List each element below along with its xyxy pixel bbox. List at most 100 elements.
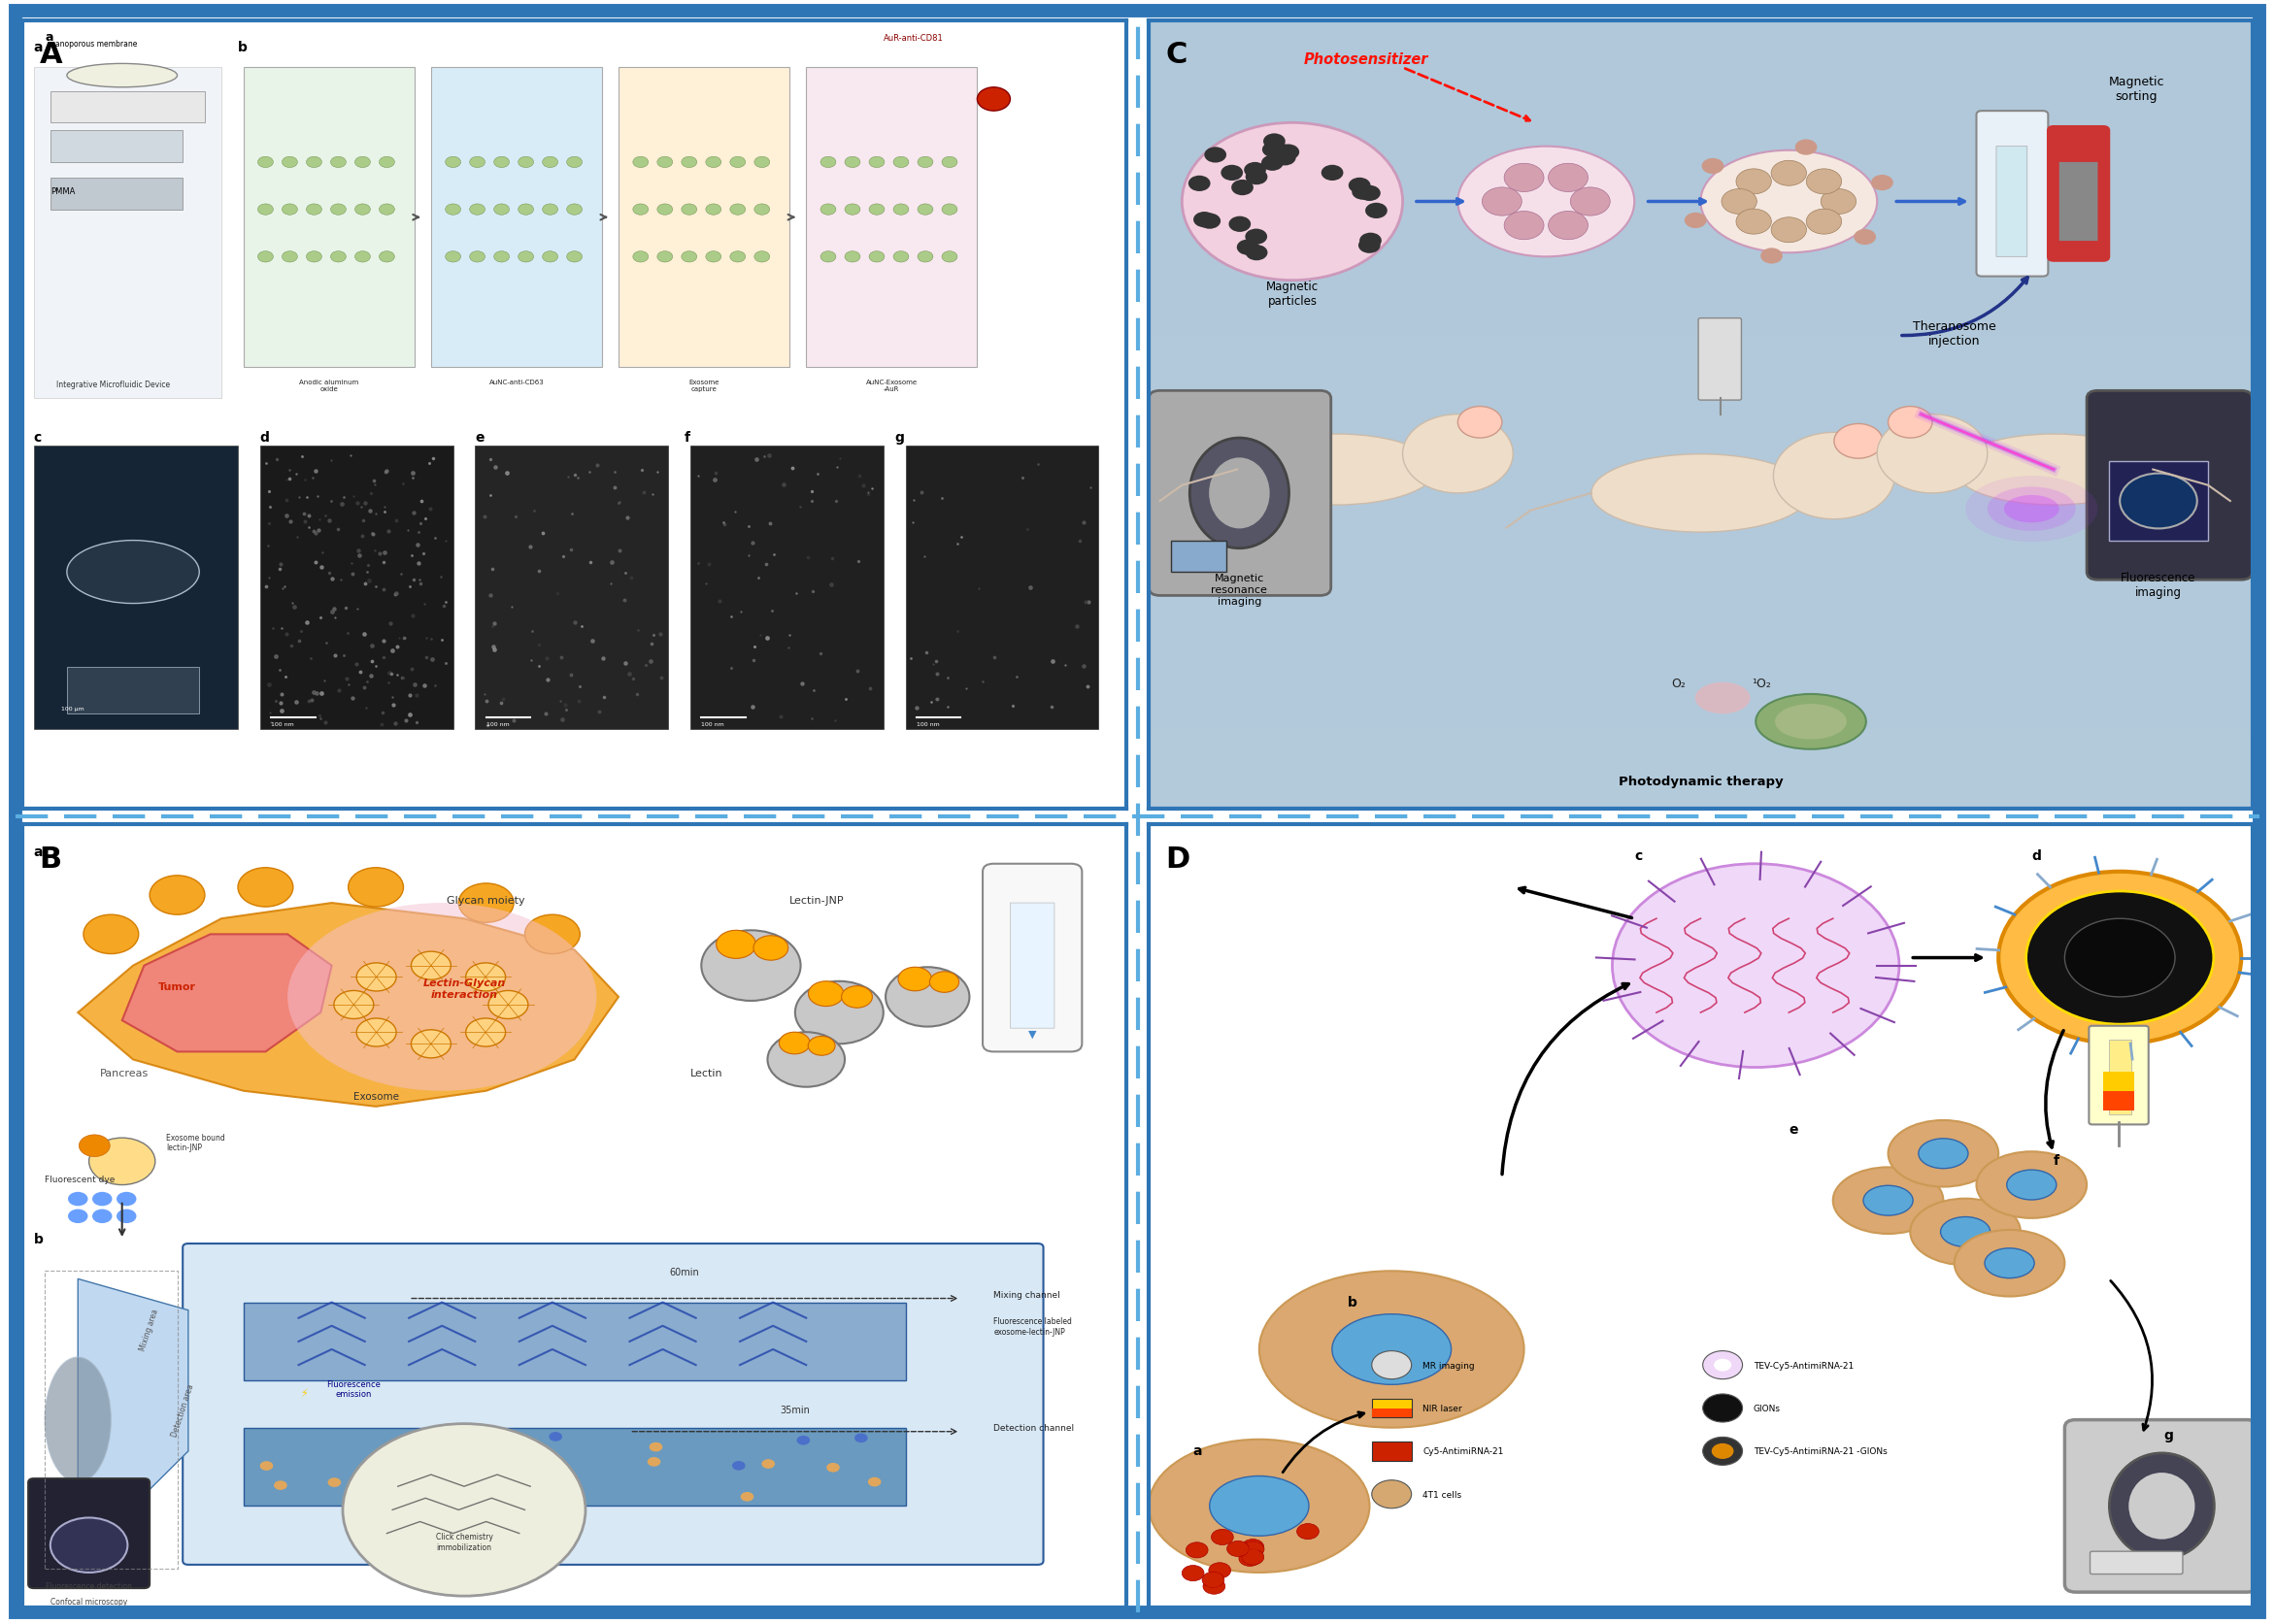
Text: Lectin: Lectin xyxy=(692,1067,723,1077)
Circle shape xyxy=(842,986,871,1009)
Circle shape xyxy=(1702,159,1724,175)
Circle shape xyxy=(239,869,293,908)
Circle shape xyxy=(1185,1543,1208,1557)
Bar xyxy=(1149,455,2252,494)
Circle shape xyxy=(1349,179,1370,193)
Ellipse shape xyxy=(1210,1476,1308,1536)
Circle shape xyxy=(282,158,298,169)
Text: 100 nm: 100 nm xyxy=(917,723,940,728)
Circle shape xyxy=(519,205,535,216)
Circle shape xyxy=(917,252,933,263)
FancyBboxPatch shape xyxy=(50,179,182,209)
FancyBboxPatch shape xyxy=(182,1244,1044,1564)
Text: B: B xyxy=(39,844,61,872)
Bar xyxy=(1149,414,2252,455)
Text: Magnetic
particles: Magnetic particles xyxy=(1265,281,1320,307)
Circle shape xyxy=(68,1210,89,1223)
Ellipse shape xyxy=(66,541,200,604)
Circle shape xyxy=(1504,213,1545,240)
FancyBboxPatch shape xyxy=(805,68,978,367)
Circle shape xyxy=(89,1138,155,1186)
Text: C: C xyxy=(1165,41,1188,68)
Text: d: d xyxy=(259,430,268,445)
FancyBboxPatch shape xyxy=(1699,318,1740,401)
Circle shape xyxy=(1238,240,1258,257)
Text: c: c xyxy=(34,430,41,445)
Text: Confocal microscopy: Confocal microscopy xyxy=(50,1596,127,1606)
Circle shape xyxy=(334,991,373,1020)
Circle shape xyxy=(794,981,883,1044)
Text: 100 nm: 100 nm xyxy=(271,723,293,728)
Bar xyxy=(1149,101,2252,140)
Circle shape xyxy=(68,1192,89,1207)
Circle shape xyxy=(1761,248,1784,265)
Circle shape xyxy=(755,205,769,216)
Text: Click chemistry
immobilization: Click chemistry immobilization xyxy=(435,1531,494,1551)
Bar xyxy=(1149,651,2252,690)
Circle shape xyxy=(526,914,580,955)
Text: Pancreas: Pancreas xyxy=(100,1067,148,1077)
Circle shape xyxy=(1358,187,1381,201)
Circle shape xyxy=(1504,164,1545,193)
Circle shape xyxy=(1226,1541,1249,1556)
Circle shape xyxy=(1208,1562,1231,1579)
Text: TEV-Cy5-AntimiRNA-21: TEV-Cy5-AntimiRNA-21 xyxy=(1754,1361,1854,1369)
Circle shape xyxy=(1351,185,1374,201)
Circle shape xyxy=(1244,245,1267,261)
Circle shape xyxy=(307,158,321,169)
Bar xyxy=(1149,257,2252,297)
FancyBboxPatch shape xyxy=(34,68,221,400)
Ellipse shape xyxy=(1918,1138,1968,1169)
Ellipse shape xyxy=(2129,1473,2195,1540)
Ellipse shape xyxy=(1941,1216,1991,1247)
Circle shape xyxy=(328,1478,341,1488)
Text: Lectin-Glycan
interaction: Lectin-Glycan interaction xyxy=(423,978,505,999)
FancyBboxPatch shape xyxy=(259,447,453,731)
Circle shape xyxy=(1820,190,1856,214)
Circle shape xyxy=(1244,229,1267,245)
Circle shape xyxy=(330,205,346,216)
Circle shape xyxy=(855,1434,867,1442)
Text: ⚡: ⚡ xyxy=(300,1389,307,1398)
Ellipse shape xyxy=(1984,1249,2034,1278)
Circle shape xyxy=(917,205,933,216)
Ellipse shape xyxy=(287,903,596,1091)
Circle shape xyxy=(469,158,485,169)
Circle shape xyxy=(50,1518,127,1572)
Text: Magnetic
sorting: Magnetic sorting xyxy=(2109,76,2164,102)
Bar xyxy=(1149,297,2252,336)
Circle shape xyxy=(469,205,485,216)
Ellipse shape xyxy=(1863,1186,1913,1216)
Circle shape xyxy=(844,205,860,216)
Circle shape xyxy=(566,252,582,263)
Circle shape xyxy=(632,205,648,216)
Circle shape xyxy=(466,963,505,991)
Ellipse shape xyxy=(1238,435,1436,505)
Bar xyxy=(1372,1398,1411,1418)
Circle shape xyxy=(1242,1541,1265,1557)
PathPatch shape xyxy=(77,903,619,1108)
Circle shape xyxy=(657,158,673,169)
FancyBboxPatch shape xyxy=(243,68,414,367)
Circle shape xyxy=(1203,1579,1226,1595)
Circle shape xyxy=(1322,166,1342,182)
Text: Exosome
capture: Exosome capture xyxy=(689,380,719,391)
Circle shape xyxy=(682,158,696,169)
Ellipse shape xyxy=(1458,148,1633,257)
Bar xyxy=(1149,21,2252,60)
Circle shape xyxy=(755,158,769,169)
Circle shape xyxy=(1183,123,1404,281)
FancyBboxPatch shape xyxy=(34,447,239,731)
Circle shape xyxy=(1242,1540,1265,1554)
Text: Detection channel: Detection channel xyxy=(994,1423,1074,1432)
Circle shape xyxy=(494,205,510,216)
Circle shape xyxy=(1722,190,1756,214)
Circle shape xyxy=(469,252,485,263)
Text: PMMA: PMMA xyxy=(50,188,75,197)
Circle shape xyxy=(1570,188,1611,216)
Circle shape xyxy=(657,205,673,216)
Ellipse shape xyxy=(1977,1151,2086,1218)
Circle shape xyxy=(548,1432,562,1442)
Circle shape xyxy=(1877,414,1988,494)
Circle shape xyxy=(412,1030,450,1059)
